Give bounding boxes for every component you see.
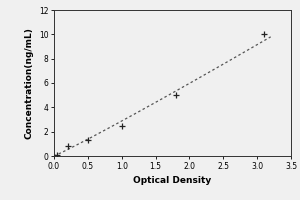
X-axis label: Optical Density: Optical Density bbox=[134, 176, 212, 185]
Y-axis label: Concentration(ng/mL): Concentration(ng/mL) bbox=[24, 27, 33, 139]
